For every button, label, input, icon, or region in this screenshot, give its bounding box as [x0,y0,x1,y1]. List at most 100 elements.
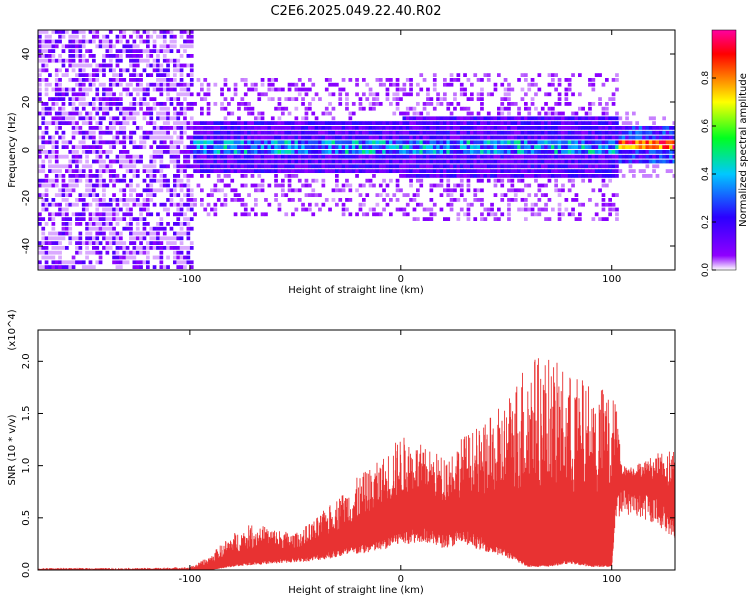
spectrogram-cell [220,154,224,159]
spectrogram-cell [615,150,619,154]
spectrogram-cell [254,188,258,193]
spectrogram-cell [571,73,575,77]
spectrogram-cell [108,241,113,245]
spectrogram-cell [385,154,390,159]
spectrogram-cell [517,174,521,178]
spectrogram-cell [318,150,322,154]
spectrogram-cell [186,183,191,188]
spectrogram-cell [78,73,83,77]
spectrogram-cell [162,265,167,269]
spectrogram-cell [463,169,467,173]
spectrogram-cell [372,92,376,97]
spectrogram-cell [513,130,518,135]
spectrogram-cell [257,159,262,164]
spectrogram-cell [189,150,194,154]
spectrogram-cell [530,130,535,135]
spectrogram-cell [146,222,150,226]
spectrogram-cell [304,140,309,145]
spectrogram-cell [78,102,83,106]
spectrogram-cell [328,150,332,154]
spectrogram-cell [179,73,184,77]
spectrogram-cell [85,63,89,68]
spectrogram-cell [432,135,437,140]
spectrogram-cell [520,116,525,121]
spectrogram-cell [405,164,410,169]
spectrogram-cell [247,111,251,116]
spectrogram-cell [98,116,103,121]
spectrogram-cell [578,130,582,135]
spectrogram-cell [61,164,66,169]
spectrogram-cell [308,102,312,106]
spectrogram-cell [365,178,370,183]
spectrogram-cell [277,202,282,207]
spectrogram-cell [189,265,194,269]
spectrogram-cell [530,169,535,173]
spectrogram-cell [598,174,602,178]
spectrogram-cell [402,169,407,173]
spectrogram-cell [146,73,150,77]
spectrogram-cell [146,164,150,169]
spectrogram-cell [628,169,633,173]
spectrogram-cell [277,102,282,106]
spectrogram-cell [122,44,127,49]
spectrogram-cell [537,145,542,149]
spectrogram-cell [581,130,585,135]
spectrogram-cell [426,97,430,101]
spectrogram-cell [611,159,616,164]
spectrogram-cell [476,198,481,202]
spectrogram-cell [399,121,403,125]
spectrogram-cell [129,92,133,97]
spectrogram-cell [341,188,346,193]
spectrogram-cell [81,145,86,149]
spectrogram-cell [625,116,629,121]
spectrogram-cell [68,39,73,44]
spectrogram-cell [561,212,565,217]
spectrogram-cell [571,183,575,188]
spectrogram-cell [44,260,49,265]
spectrogram-cell [524,121,528,125]
spectrogram-cell [98,231,103,236]
spectrogram-cell [594,145,599,149]
spectrogram-cell [672,150,675,154]
spectrogram-cell [41,236,46,241]
spectrogram-cell [662,154,666,159]
spectrogram-cell [41,54,46,58]
spectrogram-cell [186,174,191,178]
spectrogram-cell [122,135,127,140]
spectrogram-cell [247,150,251,154]
spectrogram-cell [220,140,224,145]
spectrogram-cell [270,130,275,135]
spectrogram-cell [544,92,548,97]
spectrogram-cell [672,145,675,149]
spectrogram-cell [358,164,363,169]
spectrogram-cell [324,87,329,92]
spectrogram-cell [162,130,167,135]
spectrogram-cell [260,188,265,193]
spectrogram-cell [557,102,562,106]
spectrogram-cell [270,82,275,87]
spectrogram-cell [284,193,289,197]
spectrogram-cell [335,183,339,188]
spectrogram-cell [422,102,427,106]
spectrogram-cell [483,150,488,154]
spectrogram-cell [335,126,339,130]
spectrogram-cell [146,183,150,188]
spectrogram-cell [632,174,636,178]
spectrogram-cell [490,154,494,159]
spectrogram-cell [119,82,123,87]
spectrogram-cell [146,130,150,135]
spectrogram-cell [304,106,309,111]
spectrogram-cell [426,207,430,212]
y-tick-label: 1.0 [21,458,32,474]
spectrogram-cell [75,121,79,125]
spectrogram-cell [547,217,552,221]
spectrogram-cell [399,87,403,92]
spectrogram-cell [189,92,194,97]
spectrogram-cell [186,102,191,106]
spectrogram-cell [551,207,555,212]
spectrogram-cell [78,82,83,87]
spectrogram-cell [41,169,46,173]
spectrogram-cell [588,102,592,106]
spectrogram-cell [75,174,79,178]
spectrogram-cell [135,49,140,53]
